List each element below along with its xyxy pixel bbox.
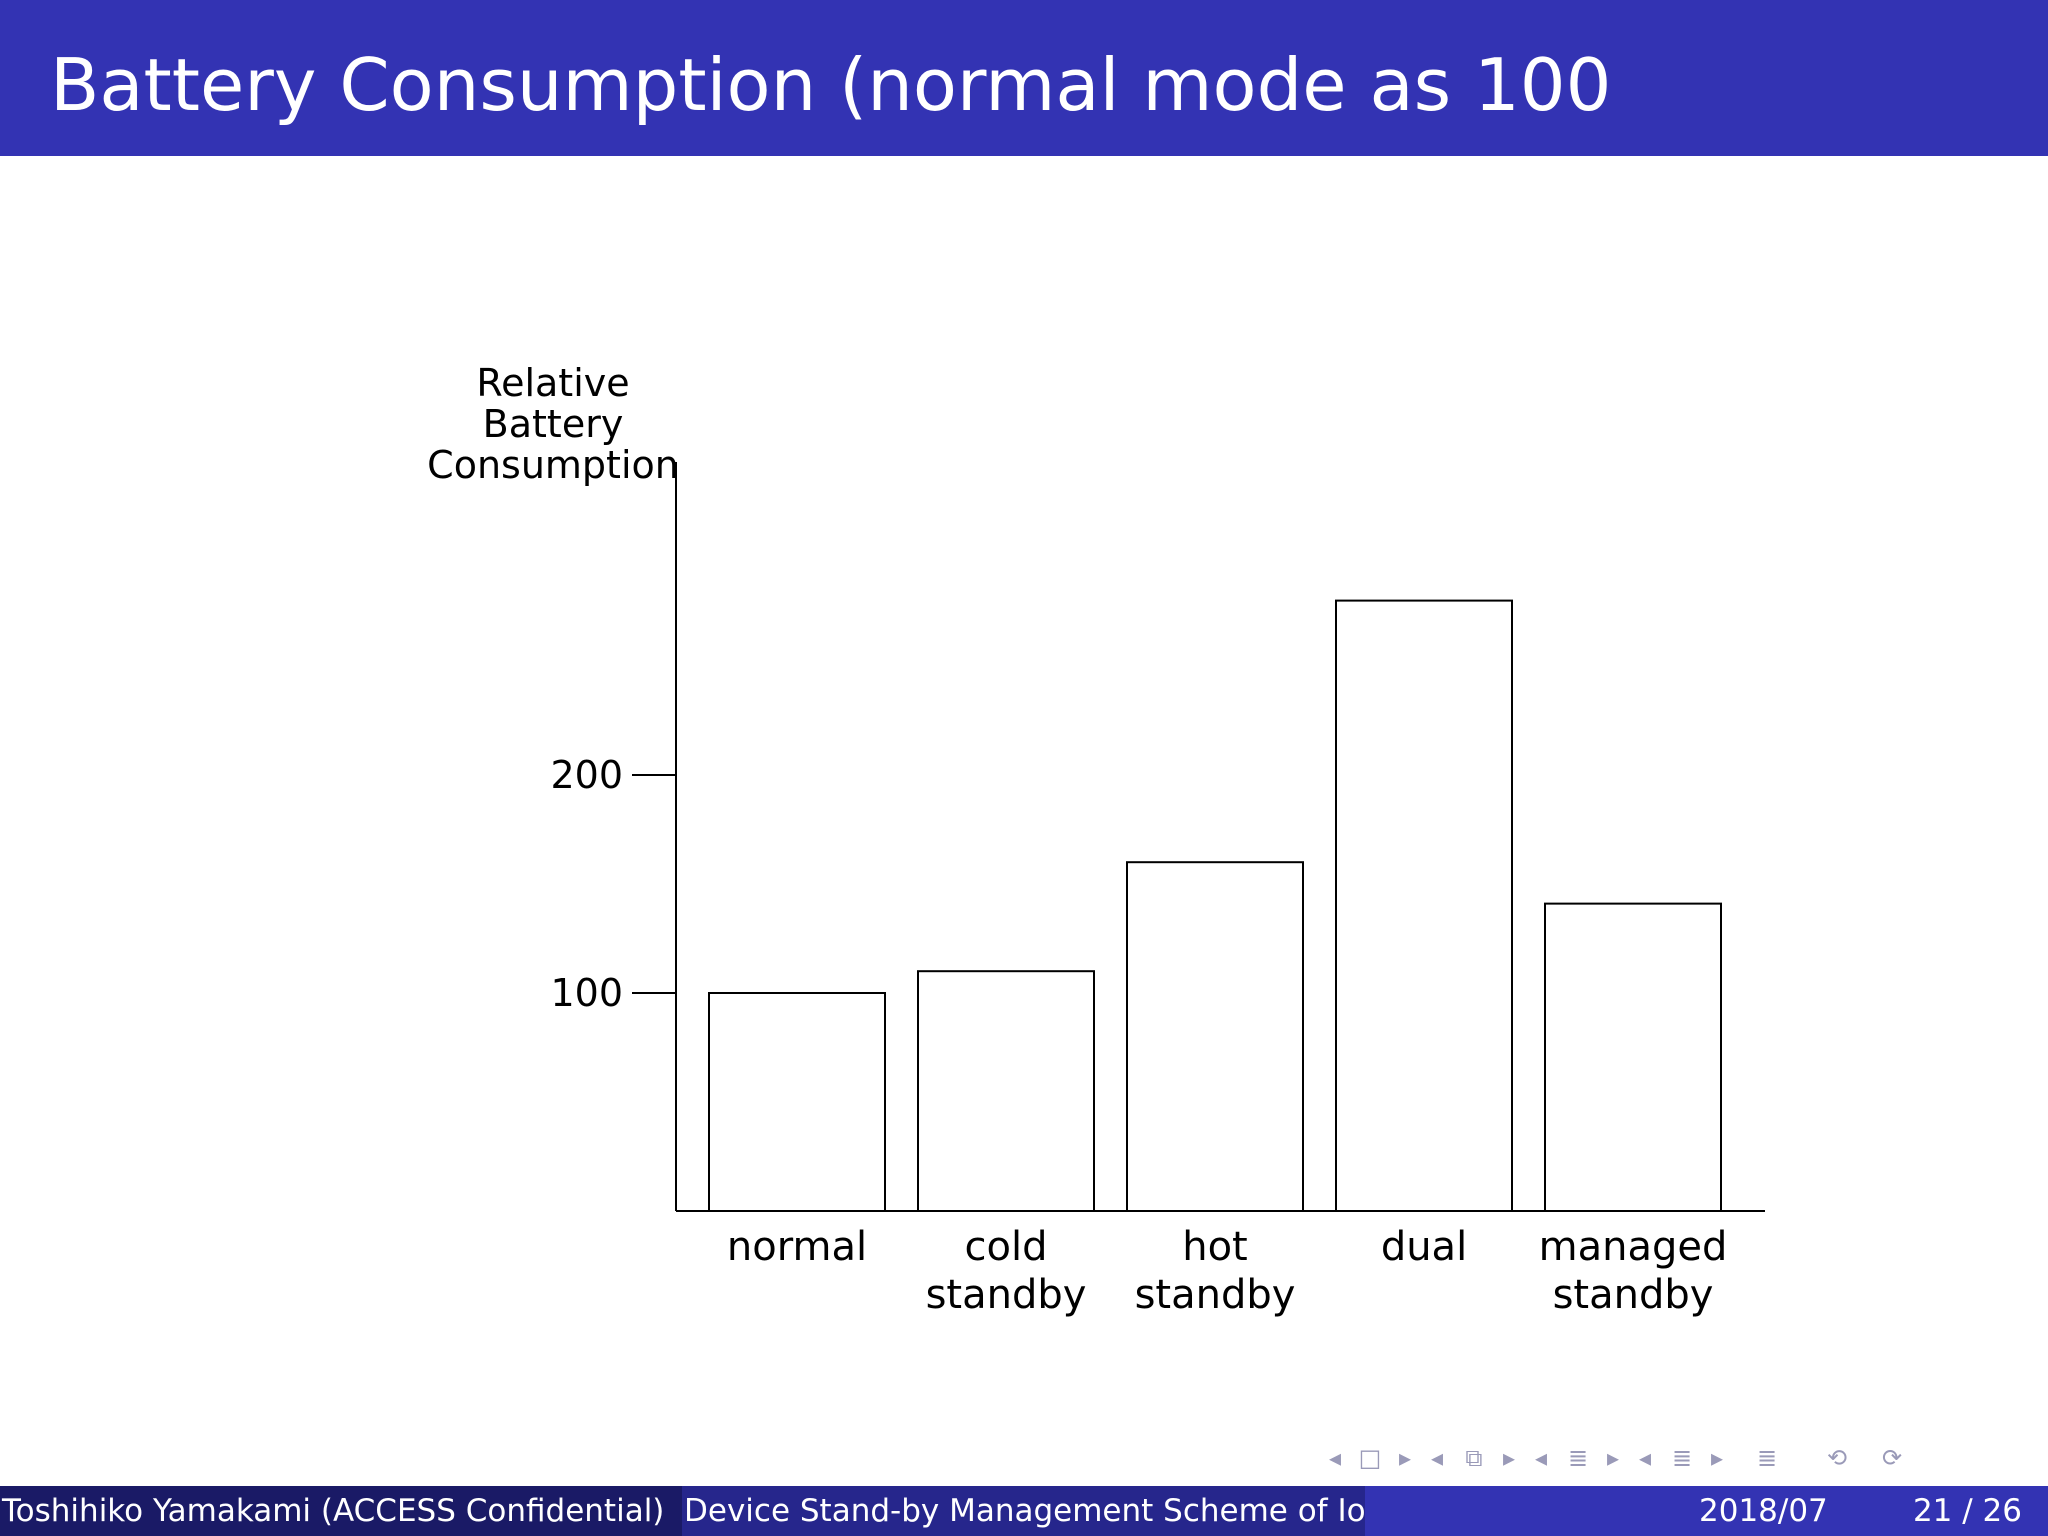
nav-appendix-icon[interactable]: ≣ [1756, 1444, 1778, 1472]
nav-left-arrow[interactable]: ◂ [1638, 1444, 1652, 1472]
x-category-label-0: normal [727, 1224, 867, 1270]
bar-1 [917, 970, 1095, 1213]
x-category-label-1: cold standby [926, 1224, 1087, 1318]
footer-author: Toshihiko Yamakami (ACCESS Confidential) [0, 1486, 682, 1536]
navigation-controls[interactable]: ◂ □ ▸ ◂ ⧉ ▸ ◂ ≣ ▸ ◂ ≣ ▸ ≣ ⟲ ⟳ [1320, 1438, 2030, 1478]
y-tick-label-100: 100 [550, 971, 623, 1015]
nav-left-arrow[interactable]: ◂ [1328, 1444, 1342, 1472]
x-category-label-4: managed standby [1539, 1224, 1728, 1318]
nav-right-arrow[interactable]: ▸ [1502, 1444, 1516, 1472]
nav-back-icon[interactable]: ⟳ [1881, 1444, 1903, 1472]
nav-section-icon[interactable]: ≣ [1567, 1444, 1589, 1472]
nav-left-arrow[interactable]: ◂ [1534, 1444, 1548, 1472]
nav-right-arrow[interactable]: ▸ [1398, 1444, 1412, 1472]
nav-frame-icon[interactable]: □ [1358, 1444, 1382, 1472]
footer-talk-title: Device Stand-by Management Scheme of IoT [682, 1486, 1365, 1536]
slide-title: Battery Consumption (normal mode as 100 [50, 43, 1612, 127]
bar-4 [1544, 902, 1722, 1212]
nav-right-arrow[interactable]: ▸ [1606, 1444, 1620, 1472]
nav-toc-icon[interactable]: ≣ [1671, 1444, 1693, 1472]
footer-info: 2018/07 21 / 26 [1365, 1486, 2048, 1536]
title-bar: Battery Consumption (normal mode as 100 [0, 0, 2048, 156]
x-category-label-3: dual [1381, 1224, 1467, 1270]
x-category-label-2: hot standby [1135, 1224, 1296, 1318]
bar-0 [708, 992, 886, 1212]
nav-left-arrow[interactable]: ◂ [1430, 1444, 1444, 1472]
y-axis-label: Relative Battery Consumption [427, 361, 679, 487]
y-tick-label-200: 200 [550, 753, 623, 797]
nav-search-icon[interactable]: ⟲ [1826, 1444, 1848, 1472]
footer: Toshihiko Yamakami (ACCESS Confidential)… [0, 1486, 2048, 1536]
footer-page-number: 21 / 26 [1912, 1493, 2022, 1529]
nav-right-arrow[interactable]: ▸ [1710, 1444, 1724, 1472]
bar-2 [1126, 861, 1304, 1212]
nav-subsection-icon[interactable]: ⧉ [1465, 1444, 1483, 1472]
footer-date: 2018/07 [1699, 1493, 1828, 1529]
bar-3 [1335, 599, 1513, 1212]
